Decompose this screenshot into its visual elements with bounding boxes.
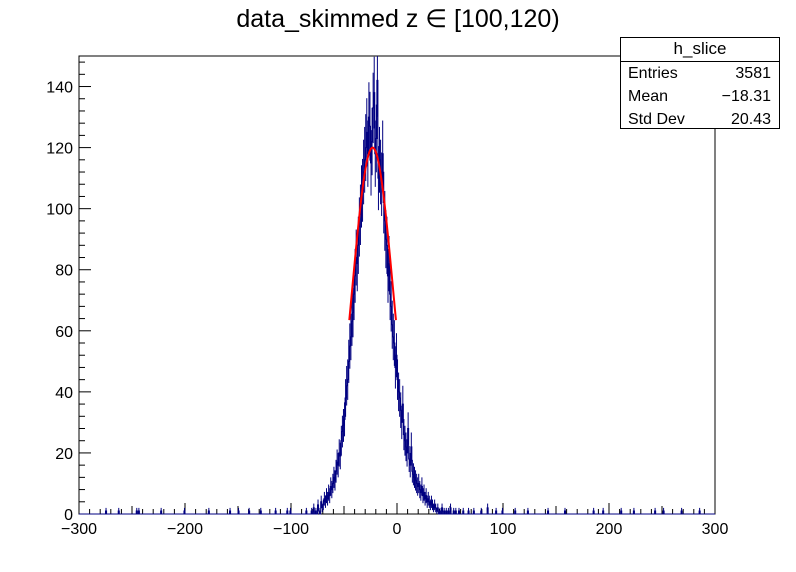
x-tick-label: 300	[702, 521, 729, 538]
y-tick-label: 40	[55, 385, 73, 402]
chart-title: data_skimmed z ∈ [100,120)	[236, 5, 560, 33]
x-tick-label: 0	[393, 521, 402, 538]
stats-row-stddev: Std Dev 20.43	[621, 108, 779, 131]
x-tick-label: −100	[273, 521, 309, 538]
x-tick-label: −200	[167, 521, 203, 538]
x-tick-label: −300	[61, 521, 97, 538]
y-tick-label: 60	[55, 324, 73, 341]
y-tick-label: 140	[46, 80, 73, 97]
y-tick-label: 80	[55, 263, 73, 280]
histogram-line	[79, 79, 715, 515]
stats-box: h_slice Entries 3581 Mean −18.31 Std Dev…	[620, 37, 780, 129]
plot-frame	[78, 55, 716, 515]
gaussian-fit-series	[348, 146, 397, 321]
stats-row-mean: Mean −18.31	[621, 85, 779, 108]
stats-stddev-label: Std Dev	[628, 111, 685, 128]
stats-stddev-value: 20.43	[730, 111, 771, 128]
stats-mean-value: −18.31	[721, 88, 771, 105]
stats-box-title: h_slice	[621, 38, 779, 62]
stats-row-entries: Entries 3581	[621, 62, 779, 85]
x-axis-ticks: −300 −200 −100 0 100 200 300	[61, 503, 728, 538]
stats-mean-label: Mean	[628, 88, 669, 105]
y-tick-label: 20	[55, 446, 73, 463]
stats-entries-value: 3581	[735, 65, 771, 82]
x-tick-label: 100	[490, 521, 517, 538]
fit-curve	[348, 146, 397, 321]
y-tick-label: 0	[64, 507, 73, 524]
y-tick-label: 120	[46, 141, 73, 158]
stats-entries-label: Entries	[628, 65, 678, 82]
y-tick-label: 100	[46, 202, 73, 219]
y-axis-ticks: 0 20 40 60 80 100 120 140	[46, 61, 91, 524]
histogram-series	[79, 56, 715, 515]
x-tick-label: 200	[596, 521, 623, 538]
